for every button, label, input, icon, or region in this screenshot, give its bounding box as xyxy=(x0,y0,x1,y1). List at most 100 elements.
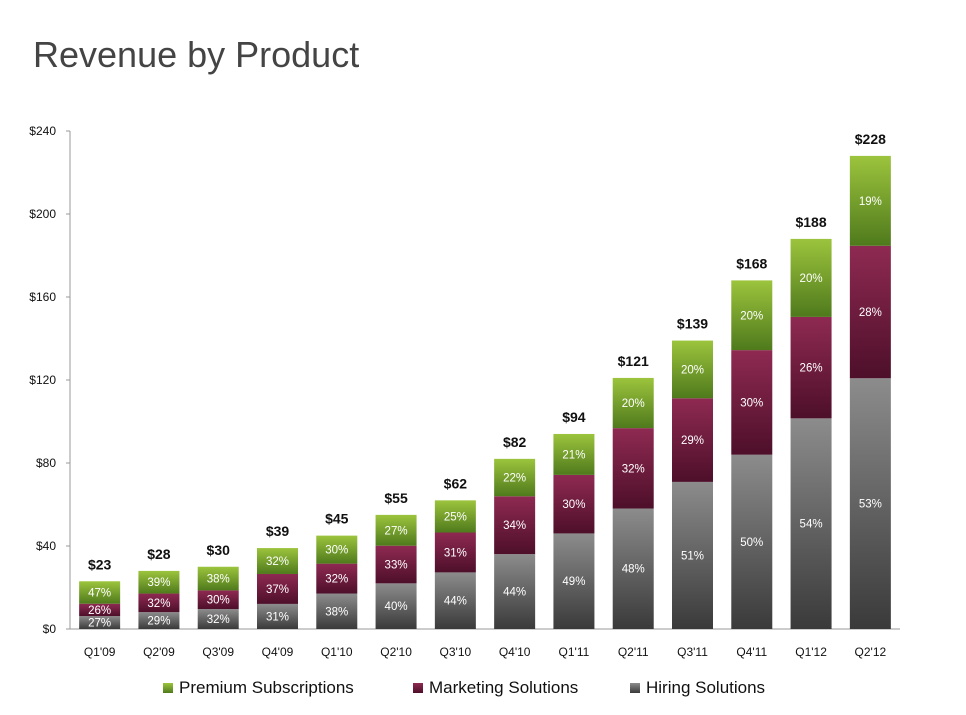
bar-segment-marketing xyxy=(612,428,654,509)
x-tick-label: Q1'11 xyxy=(559,645,590,659)
segment-percent-label: 25% xyxy=(444,511,467,523)
bar-segment-marketing xyxy=(138,593,180,613)
bar-segment-premium xyxy=(494,458,536,497)
segment-percent-label: 29% xyxy=(681,435,704,447)
bar-segment-hiring xyxy=(494,554,536,629)
bar-segment-premium xyxy=(257,548,298,574)
bar-segment-premium xyxy=(849,155,891,246)
y-tick-label: $240 xyxy=(29,124,56,138)
segment-percent-label: 49% xyxy=(562,576,585,588)
segment-percent-label: 44% xyxy=(444,596,467,608)
segment-percent-label: 37% xyxy=(266,584,289,596)
segment-percent-label: 22% xyxy=(503,473,526,485)
y-tick-label: $0 xyxy=(43,622,57,636)
x-tick-label: Q3'09 xyxy=(202,645,234,659)
bar-total-label: $23 xyxy=(88,556,112,572)
segment-percent-label: 39% xyxy=(147,577,170,589)
bar-segment-hiring xyxy=(79,616,121,629)
bar-segment-hiring xyxy=(849,378,891,629)
bar-segment-premium xyxy=(197,566,239,591)
y-tick-label: $40 xyxy=(36,539,56,553)
legend-swatch xyxy=(630,683,640,693)
segment-percent-label: 30% xyxy=(207,595,230,607)
bar-segment-marketing xyxy=(257,573,298,604)
bar-total-label: $94 xyxy=(562,409,586,425)
x-tick-label: Q2'12 xyxy=(855,645,887,659)
segment-percent-label: 48% xyxy=(622,564,645,576)
bar-segment-marketing xyxy=(197,590,239,610)
bar-total-label: $28 xyxy=(147,546,171,562)
segment-percent-label: 20% xyxy=(622,398,645,410)
segment-percent-label: 31% xyxy=(266,611,289,623)
bar-segment-marketing xyxy=(849,245,891,379)
y-tick-label: $80 xyxy=(36,456,56,470)
bar-total-label: $55 xyxy=(384,490,408,506)
bar-segment-marketing xyxy=(494,496,536,555)
legend: Premium Subscriptions Marketing Solutions… xyxy=(0,678,966,700)
legend-item-marketing: Marketing Solutions xyxy=(413,678,578,698)
labels: 27%26%47%$23Q1'0929%32%39%$28Q2'0932%30%… xyxy=(84,131,887,659)
bars xyxy=(79,155,891,629)
legend-label: Marketing Solutions xyxy=(429,678,579,697)
bar-total-label: $30 xyxy=(207,542,231,558)
segment-percent-label: 26% xyxy=(800,363,823,375)
bar-segment-premium xyxy=(316,535,358,564)
segment-percent-label: 32% xyxy=(622,463,645,475)
segment-percent-label: 28% xyxy=(859,307,882,319)
segment-percent-label: 44% xyxy=(503,587,526,599)
bar-segment-hiring xyxy=(316,593,358,629)
x-tick-label: Q1'12 xyxy=(795,645,827,659)
segment-percent-label: 32% xyxy=(325,574,348,586)
bar-segment-premium xyxy=(612,377,654,429)
bar-total-label: $121 xyxy=(618,353,649,369)
bar-segment-hiring xyxy=(257,603,298,629)
segment-percent-label: 32% xyxy=(266,556,289,568)
segment-percent-label: 20% xyxy=(740,310,763,322)
bar-segment-hiring xyxy=(197,609,239,629)
bar-total-label: $168 xyxy=(736,255,767,271)
segment-percent-label: 38% xyxy=(325,606,348,618)
bar-segment-hiring xyxy=(138,612,180,629)
segment-percent-label: 20% xyxy=(800,273,823,285)
x-tick-label: Q4'11 xyxy=(736,645,767,659)
segment-percent-label: 54% xyxy=(800,519,823,531)
bar-segment-hiring xyxy=(790,418,832,629)
bar-segment-premium xyxy=(790,238,832,317)
segment-percent-label: 31% xyxy=(444,547,467,559)
legend-swatch xyxy=(163,683,173,693)
bar-segment-premium xyxy=(434,500,476,533)
bar-total-label: $82 xyxy=(503,434,527,450)
segment-percent-label: 21% xyxy=(562,449,585,461)
stacked-bar-chart: $0$40$80$120$160$200$240 27%26%47%$23Q1'… xyxy=(29,124,900,659)
segment-percent-label: 26% xyxy=(88,605,111,617)
segment-percent-label: 27% xyxy=(88,618,111,630)
segment-percent-label: 33% xyxy=(385,560,408,572)
legend-swatch xyxy=(413,683,423,693)
legend-item-hiring: Hiring Solutions xyxy=(630,678,765,698)
x-tick-label: Q2'11 xyxy=(618,645,649,659)
segment-percent-label: 34% xyxy=(503,520,526,532)
bar-segment-marketing xyxy=(316,563,358,594)
segment-percent-label: 30% xyxy=(740,397,763,409)
segment-percent-label: 50% xyxy=(740,537,763,549)
segment-percent-label: 32% xyxy=(147,598,170,610)
bar-segment-marketing xyxy=(79,603,121,617)
y-tick-label: $120 xyxy=(29,373,56,387)
x-tick-label: Q3'11 xyxy=(677,645,708,659)
bar-segment-hiring xyxy=(434,572,476,629)
bar-segment-marketing xyxy=(434,532,476,573)
bar-segment-marketing xyxy=(731,350,773,455)
bar-segment-premium xyxy=(79,581,121,604)
bar-segment-premium xyxy=(553,433,595,475)
bar-segment-hiring xyxy=(672,481,713,629)
bar-segment-marketing xyxy=(375,545,417,584)
x-tick-label: Q2'10 xyxy=(380,645,412,659)
segment-percent-label: 27% xyxy=(385,525,408,537)
segment-percent-label: 53% xyxy=(859,499,882,511)
bar-segment-premium xyxy=(672,340,713,399)
bar-segment-hiring xyxy=(731,454,773,629)
segment-percent-label: 38% xyxy=(207,574,230,586)
y-tick-label: $200 xyxy=(29,207,56,221)
x-tick-label: Q1'09 xyxy=(84,645,116,659)
bar-total-label: $45 xyxy=(325,511,349,527)
